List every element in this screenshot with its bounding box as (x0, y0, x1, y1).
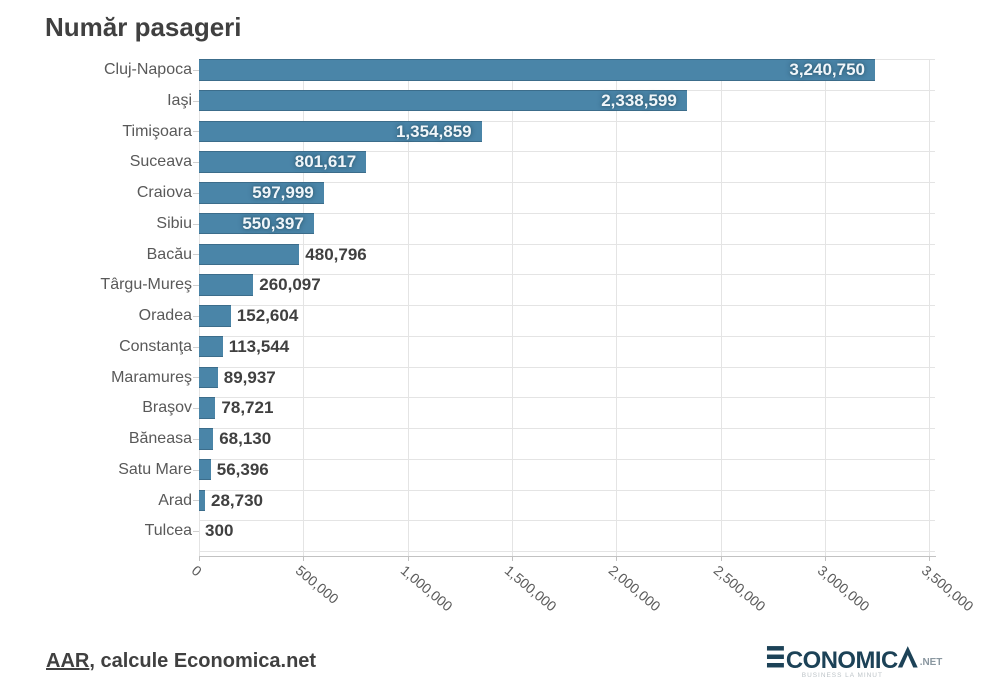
svg-text:.NET: .NET (920, 657, 943, 668)
svg-text:CONOMIC: CONOMIC (786, 647, 898, 674)
svg-text:BUSINESS LA MINUT: BUSINESS LA MINUT (802, 672, 883, 679)
